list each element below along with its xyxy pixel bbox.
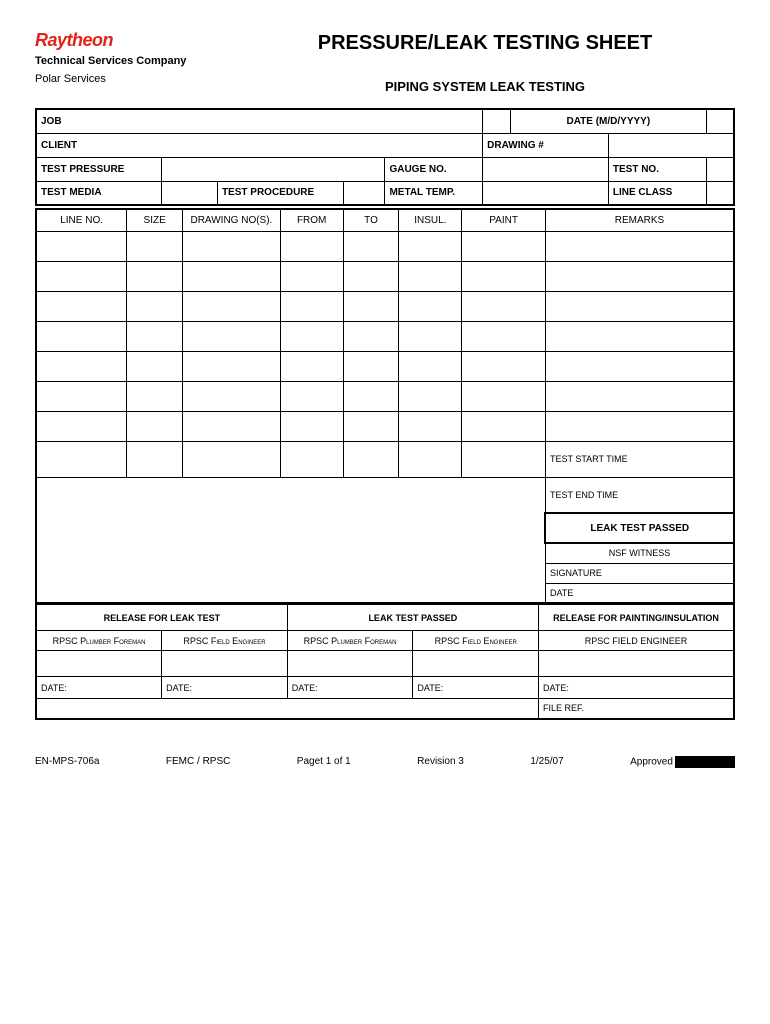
- revision-date: 1/25/07: [530, 756, 563, 767]
- release-painting-header: RELEASE FOR PAINTING/INSULATION: [539, 605, 735, 631]
- approved-label: Approved: [630, 756, 673, 767]
- page-title: PRESSURE/LEAK TESTING SHEET: [235, 32, 735, 55]
- role-field-eng-1: RPSC Field Engineer: [162, 631, 288, 651]
- revision-label: Revision 3: [417, 756, 464, 767]
- nsf-witness-label: NSF WITNESS: [609, 548, 671, 558]
- meta-info-table: JOB DATE (M/D/YYYY) CLIENT DRAWING # TES…: [35, 108, 735, 206]
- data-row: TEST END TIME: [36, 477, 734, 513]
- gauge-no-label: GAUGE NO.: [389, 164, 446, 175]
- division-name: Polar Services: [35, 73, 235, 85]
- role-plumber-1: RPSC Plumber Foreman: [36, 631, 162, 651]
- role-plumber-2: RPSC Plumber Foreman: [287, 631, 413, 651]
- data-row: [36, 261, 734, 291]
- col-line-no: LINE NO.: [36, 209, 127, 231]
- data-row: [36, 411, 734, 441]
- col-remarks: REMARKS: [545, 209, 734, 231]
- company-name: Technical Services Company: [35, 55, 235, 67]
- signature-label: SIGNATURE: [550, 568, 602, 578]
- title-block: PRESSURE/LEAK TESTING SHEET PIPING SYSTE…: [235, 30, 735, 94]
- drawing-no-label: DRAWING #: [487, 140, 544, 151]
- logo-block: Raytheon Technical Services Company Pola…: [35, 30, 235, 85]
- col-from: FROM: [280, 209, 343, 231]
- data-row: [36, 231, 734, 261]
- page-subtitle: PIPING SYSTEM LEAK TESTING: [235, 79, 735, 94]
- data-row: [36, 381, 734, 411]
- page-number: Paget 1 of 1: [297, 756, 351, 767]
- redaction-box: [675, 756, 735, 768]
- test-no-label: TEST NO.: [613, 164, 659, 175]
- metal-temp-label: METAL TEMP.: [389, 187, 455, 198]
- test-end-label: TEST END TIME: [550, 490, 618, 500]
- sig-date-2: DATE:: [162, 677, 288, 699]
- date-label-right: DATE: [550, 588, 573, 598]
- job-label: JOB: [41, 116, 62, 127]
- client-label: CLIENT: [41, 140, 77, 151]
- signature-row: [36, 651, 734, 677]
- signature-table: RELEASE FOR LEAK TEST LEAK TEST PASSED R…: [35, 604, 735, 720]
- data-row: [36, 351, 734, 381]
- footer: EN-MPS-706a FEMC / RPSC Paget 1 of 1 Rev…: [35, 756, 735, 768]
- col-size: SIZE: [127, 209, 183, 231]
- sig-date-5: DATE:: [539, 677, 735, 699]
- role-field-eng-3: RPSC FIELD ENGINEER: [539, 631, 735, 651]
- col-insul: INSUL.: [399, 209, 462, 231]
- line-data-table: LINE NO. SIZE DRAWING NO(S). FROM TO INS…: [35, 208, 735, 604]
- release-leak-test-header: RELEASE FOR LEAK TEST: [36, 605, 287, 631]
- data-row: TEST START TIME: [36, 441, 734, 477]
- sig-date-1: DATE:: [36, 677, 162, 699]
- line-class-label: LINE CLASS: [613, 187, 672, 198]
- date-label: DATE (M/D/YYYY): [566, 116, 650, 127]
- role-field-eng-2: RPSC Field Engineer: [413, 631, 539, 651]
- doc-number: EN-MPS-706a: [35, 756, 99, 767]
- col-drawing-nos: DRAWING NO(S).: [183, 209, 281, 231]
- sig-date-4: DATE:: [413, 677, 539, 699]
- sig-date-3: DATE:: [287, 677, 413, 699]
- leak-test-passed-label: LEAK TEST PASSED: [590, 523, 689, 534]
- approved-block: Approved: [630, 756, 735, 768]
- org-label: FEMC / RPSC: [166, 756, 230, 767]
- col-to: TO: [343, 209, 399, 231]
- test-media-label: TEST MEDIA: [41, 187, 102, 198]
- col-paint: PAINT: [462, 209, 546, 231]
- data-row: [36, 291, 734, 321]
- column-headers: LINE NO. SIZE DRAWING NO(S). FROM TO INS…: [36, 209, 734, 231]
- test-pressure-label: TEST PRESSURE: [41, 164, 124, 175]
- file-ref-label: FILE REF.: [539, 699, 735, 719]
- data-row: [36, 321, 734, 351]
- test-start-label: TEST START TIME: [550, 454, 628, 464]
- leak-test-passed-header: LEAK TEST PASSED: [287, 605, 538, 631]
- header: Raytheon Technical Services Company Pola…: [35, 30, 735, 94]
- company-logo: Raytheon: [35, 30, 235, 51]
- test-procedure-label: TEST PROCEDURE: [222, 187, 314, 198]
